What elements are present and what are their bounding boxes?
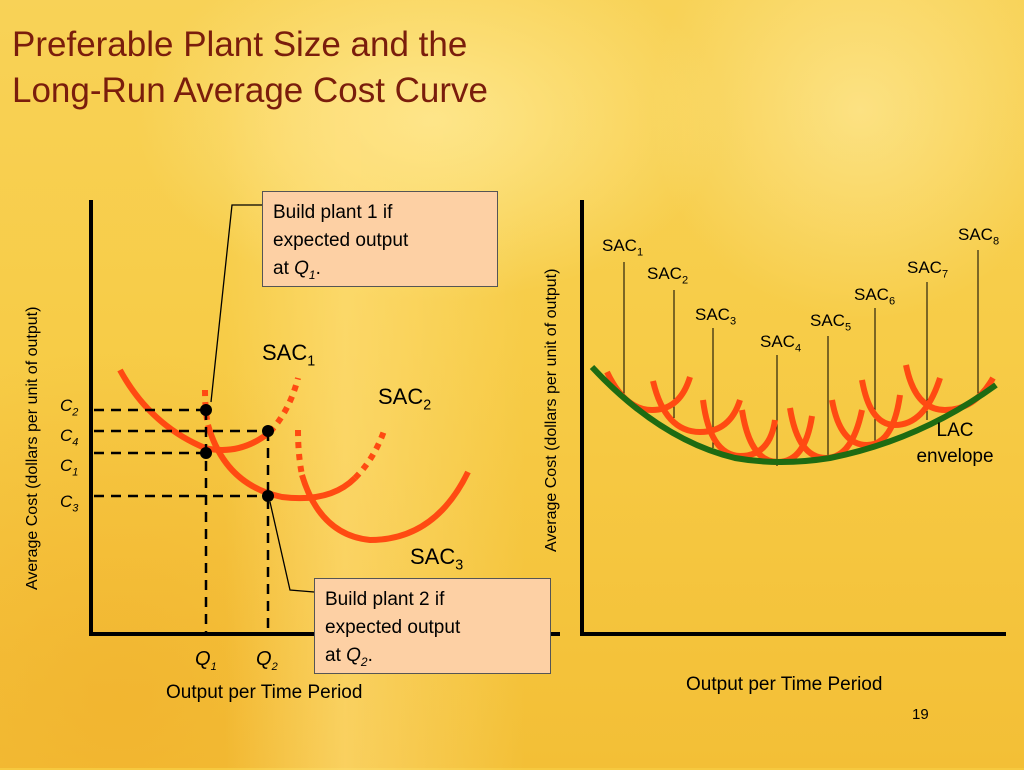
- page-number: 19: [912, 706, 929, 723]
- left-sac2-dotted-right: [352, 427, 388, 481]
- right-sac6-curve: [829, 394, 903, 449]
- callout-2-line-3: at Q2.: [325, 645, 373, 669]
- callout-2-leader: [269, 501, 315, 593]
- cost-label-c3: C3: [60, 492, 79, 515]
- callout-1-line-1: Build plant 1 if: [273, 202, 393, 223]
- callout-1-line-3: at Q1.: [273, 258, 321, 282]
- left-x-axis-label: Output per Time Period: [166, 682, 363, 703]
- callout-1-line-2: expected output: [273, 230, 409, 251]
- left-sac3-curve: [299, 470, 471, 544]
- right-y-axis-label: Average Cost (dollars per unit of output…: [543, 268, 560, 552]
- right-sac2-label: SAC2: [647, 264, 689, 287]
- cost-label-c4: C4: [60, 426, 79, 449]
- right-sac1-label: SAC1: [602, 236, 644, 259]
- point-q2-c4: [262, 425, 274, 437]
- output-label-q2: Q2: [256, 648, 278, 673]
- right-sac4-label: SAC4: [760, 332, 802, 355]
- lac-envelope-label: LAC envelope: [900, 418, 1010, 470]
- callout-build-plant-2: Build plant 2 if expected output at Q2.: [314, 578, 551, 674]
- output-label-q1: Q1: [195, 648, 217, 673]
- lac-envelope-curve: [589, 364, 998, 465]
- left-sac2-curve: [205, 424, 358, 502]
- left-sac3-label: SAC3: [410, 544, 464, 574]
- point-q2-c3: [262, 490, 274, 502]
- lac-label-line-2: envelope: [916, 446, 994, 467]
- right-sac8-curve: [903, 364, 996, 414]
- right-sac5-label: SAC5: [810, 311, 852, 334]
- right-sac6-label: SAC6: [854, 285, 896, 308]
- left-sac1-curve: [117, 368, 272, 453]
- callout-build-plant-1: Build plant 1 if expected output at Q1.: [262, 191, 498, 287]
- point-q1-c1: [200, 447, 212, 459]
- right-sac3-label: SAC3: [695, 305, 737, 328]
- callout-2-line-2: expected output: [325, 617, 461, 638]
- title-line-2: Long-Run Average Cost Curve: [12, 71, 489, 110]
- left-sac1-label: SAC1: [262, 340, 316, 370]
- left-sac2-dotted: [202, 389, 211, 426]
- left-sac3-dotted: [295, 429, 305, 476]
- point-q1-c2: [200, 404, 212, 416]
- callout-2-line-1: Build plant 2 if: [325, 589, 445, 610]
- left-sac2-label: SAC2: [378, 384, 432, 414]
- callout-1-leader: [210, 204, 262, 403]
- right-sac7-label: SAC7: [907, 258, 949, 281]
- title-line-1: Preferable Plant Size and the: [12, 25, 468, 64]
- left-sac1-dotted: [267, 377, 301, 435]
- right-sac7-curve: [859, 377, 943, 429]
- right-x-axis-label: Output per Time Period: [686, 674, 883, 695]
- left-y-axis-label: Average Cost (dollars per unit of output…: [24, 306, 41, 590]
- lac-label-line-1: LAC: [936, 420, 974, 441]
- cost-label-c2: C2: [60, 396, 79, 419]
- right-sac2-curve: [650, 380, 743, 436]
- cost-label-c1: C1: [60, 456, 79, 479]
- right-sac8-label: SAC8: [958, 225, 1000, 248]
- slide-title: Preferable Plant Size and the Long-Run A…: [12, 22, 488, 114]
